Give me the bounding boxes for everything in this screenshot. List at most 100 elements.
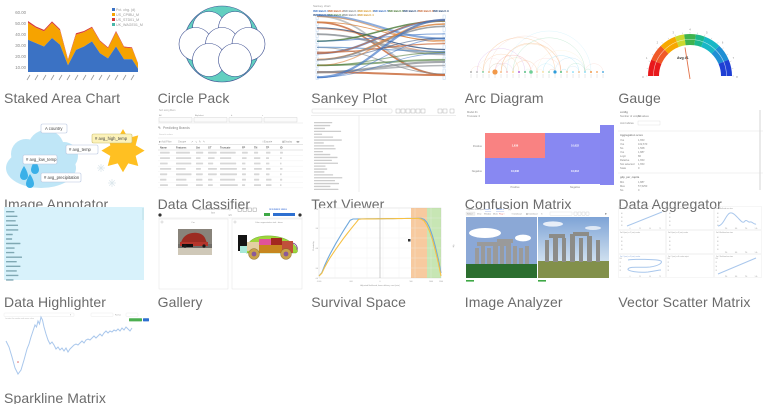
svg-text:50: 50	[620, 266, 622, 268]
svg-text:0: 0	[643, 75, 645, 79]
svg-text:c: c	[262, 115, 264, 117]
svg-text:↻: ↻	[541, 212, 543, 215]
svg-text:86: 86	[638, 154, 641, 158]
svg-text:10,612: 10,612	[571, 169, 579, 173]
svg-text:1/4: 1/4	[228, 215, 232, 217]
svg-text:View: View	[477, 213, 482, 215]
svg-text:30: 30	[669, 217, 671, 219]
svg-text:1,653: 1,653	[638, 158, 645, 162]
svg-text:0: 0	[638, 188, 640, 192]
svg-text:✎: ✎	[203, 141, 205, 144]
svg-text:▾: ▾	[70, 314, 71, 317]
svg-text:FP: FP	[242, 147, 246, 150]
svg-text:IND Batch 7: IND Batch 7	[403, 9, 419, 13]
svg-text:IND Batch 8: IND Batch 8	[418, 9, 434, 13]
svg-text:IND Batch 6: IND Batch 6	[388, 9, 404, 13]
svg-text:20: 20	[717, 245, 719, 247]
svg-text:# avg_precipitation: # avg_precipitation	[44, 175, 80, 180]
svg-text:1,636: 1,636	[512, 144, 519, 148]
svg-text:1.00: 1.00	[314, 209, 319, 211]
svg-text:Avg #1: Avg #1	[677, 56, 689, 60]
svg-text:▣Display: ▣Display	[282, 141, 293, 144]
svg-text:Sort using filters: Sort using filters	[159, 109, 176, 112]
svg-text:20: 20	[669, 245, 671, 247]
svg-text:Unlock #: Unlock #	[496, 209, 505, 211]
svg-text:IND Batch 3: IND Batch 3	[343, 13, 359, 17]
svg-text:40: 40	[669, 213, 671, 215]
svg-text:1,653: 1,653	[638, 138, 645, 142]
svg-text:▶ Add Filter: ▶ Add Filter	[159, 141, 172, 144]
svg-text:Color segmentation tool - driv: Color segmentation tool - driver	[255, 221, 283, 224]
svg-text:Var B (axis) vs D (axis) scatt: Var B (axis) vs D (axis) scatter	[668, 231, 689, 234]
svg-text:750: 750	[745, 252, 748, 254]
svg-text:50: 50	[668, 266, 670, 268]
svg-text:Positive: Positive	[510, 185, 520, 189]
svg-text:A country: A country	[45, 126, 63, 131]
svg-text:25: 25	[668, 270, 670, 272]
svg-text:6: 6	[722, 41, 724, 45]
svg-text:500: 500	[410, 281, 413, 283]
svg-text:57,5253: 57,5253	[638, 184, 648, 188]
svg-text:750: 750	[745, 228, 748, 230]
svg-text:Var C (axis) vs D (axis) scatt: Var C (axis) vs D (axis) scatter	[620, 255, 641, 258]
svg-text:0: 0	[630, 228, 631, 230]
svg-text:10,636: 10,636	[511, 169, 519, 173]
svg-text:1500: 1500	[439, 281, 443, 283]
svg-text:1,887: 1,887	[638, 150, 645, 154]
svg-text:2: 2	[657, 41, 659, 45]
svg-text:100: 100	[716, 258, 719, 260]
svg-text:10: 10	[669, 249, 671, 251]
svg-text:Var C likelihood over time: Var C likelihood over time	[716, 255, 733, 258]
svg-text:.50: .50	[315, 228, 319, 230]
svg-text:↘: ↘	[195, 141, 197, 144]
svg-text:75: 75	[620, 262, 622, 264]
svg-text:Max: Max	[620, 184, 626, 188]
svg-text:50.00: 50.00	[15, 21, 26, 26]
svg-text:0: 0	[630, 276, 631, 278]
svg-text:3: 3	[673, 31, 675, 35]
svg-text:State: State	[620, 166, 627, 170]
svg-text:# avg_high_temp: # avg_high_temp	[95, 136, 128, 141]
svg-text:IND Batch 5: IND Batch 5	[373, 9, 389, 13]
svg-text:Var A (axis) vs C (axis) scatt: Var A (axis) vs C (axis) scatter of out	[668, 207, 693, 210]
svg-text:Var A (axis) vs B (axis) scatt: Var A (axis) vs B (axis) scatter of outp…	[620, 207, 647, 210]
svg-text:◀▶: ◀▶	[296, 141, 300, 144]
svg-text:# avg_temp: # avg_temp	[69, 147, 92, 152]
svg-text:US_CPIBU_M: US_CPIBU_M	[116, 13, 139, 17]
svg-text:5: 5	[706, 31, 708, 35]
svg-text:Number of unique values: Number of unique values	[620, 114, 650, 118]
svg-text:0: 0	[638, 166, 640, 170]
svg-text:Logit: Logit	[620, 154, 626, 158]
svg-text:60.00: 60.00	[15, 10, 26, 15]
svg-text:7: 7	[733, 56, 735, 60]
svg-text:40: 40	[669, 237, 671, 239]
svg-text:1.0k: 1.0k	[755, 252, 758, 254]
svg-text:75: 75	[716, 262, 718, 264]
svg-text:.00: .00	[315, 278, 319, 280]
svg-text:750: 750	[745, 276, 748, 278]
svg-text:1,568: 1,568	[638, 146, 645, 150]
svg-text:Join Indices: Join Indices	[620, 121, 634, 125]
svg-text:50: 50	[650, 276, 652, 278]
svg-text:Sankey chart: Sankey chart	[313, 4, 331, 8]
svg-text:b: b	[231, 115, 233, 117]
svg-text:Var B (axis) vs C (axis) scatt: Var B (axis) vs C (axis) scatter	[620, 231, 641, 234]
svg-text:Var A likelihood over time: Var A likelihood over time	[716, 207, 733, 210]
svg-text:20: 20	[621, 221, 623, 223]
svg-text:500: 500	[735, 276, 738, 278]
svg-text:Features: Features	[176, 147, 187, 150]
svg-text:50: 50	[716, 266, 718, 268]
svg-text:Locates the median and mean va: Locates the median and mean value	[5, 317, 34, 320]
svg-text:Yes: Yes	[620, 138, 625, 142]
svg-text:box: box	[211, 213, 216, 215]
svg-text:US_STD01_M: US_STD01_M	[116, 18, 139, 22]
svg-text:Qty: Qty	[452, 244, 455, 247]
svg-text:Model #1: Model #1	[467, 110, 478, 114]
svg-text:Truncate: 0: Truncate: 0	[467, 114, 481, 118]
svg-text:Window: Window	[484, 213, 492, 215]
svg-text:Flag #: Flag #	[499, 213, 505, 215]
svg-text:20.00: 20.00	[15, 54, 26, 59]
svg-text:TN: TN	[254, 147, 258, 150]
svg-text:25: 25	[640, 276, 642, 278]
svg-text:.50: .50	[315, 268, 319, 270]
